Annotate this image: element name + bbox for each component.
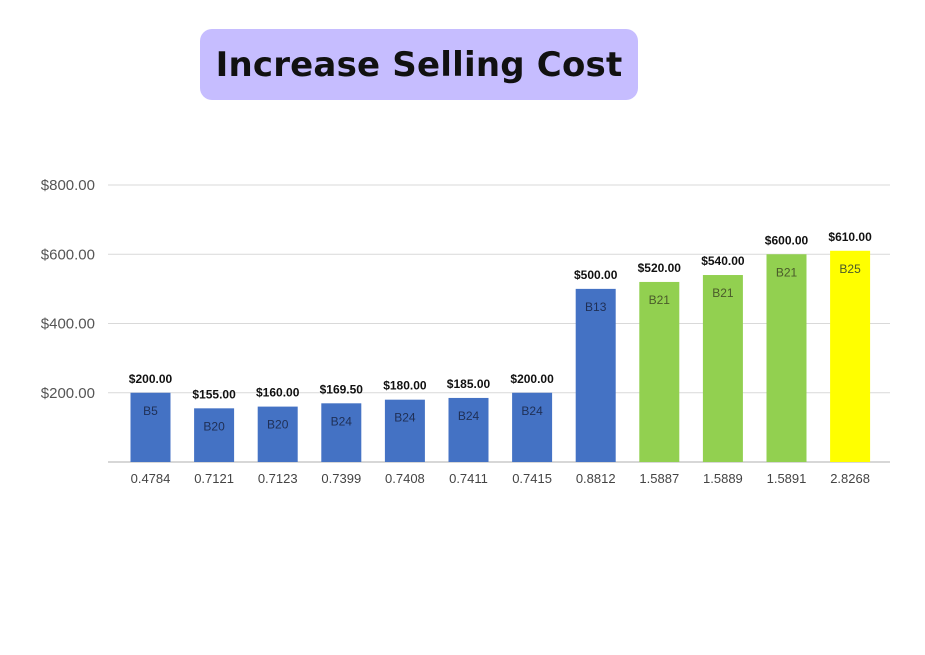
bar [384, 399, 425, 462]
bar [575, 288, 616, 462]
x-tick-label: 0.7415 [512, 471, 552, 486]
page-title: Increase Selling Cost [215, 44, 623, 85]
bar [130, 392, 171, 462]
bar [257, 406, 298, 462]
x-tick-label: 0.4784 [131, 471, 171, 486]
x-tick-label: 0.7411 [449, 471, 488, 486]
x-tick-label: 2.8268 [830, 471, 870, 486]
data-value-label: $600.00 [765, 233, 809, 247]
bar-inner-label: B20 [267, 418, 289, 432]
data-value-label: $155.00 [192, 387, 236, 401]
bar-inner-label: B25 [839, 262, 861, 276]
data-value-label: $169.50 [320, 382, 364, 396]
bar-inner-label: B13 [585, 300, 607, 314]
data-value-label: $200.00 [129, 372, 173, 386]
data-value-label: $185.00 [447, 377, 491, 391]
bar [639, 281, 680, 462]
data-value-label: $200.00 [510, 372, 554, 386]
title-banner: Increase Selling Cost [200, 29, 638, 100]
x-tick-label: 0.7399 [321, 471, 361, 486]
x-tick-label: 0.7121 [194, 471, 234, 486]
bar [702, 275, 743, 462]
bar-inner-label: B21 [776, 265, 798, 279]
data-value-label: $540.00 [701, 254, 745, 268]
data-value-label: $160.00 [256, 386, 300, 400]
y-tick-label: $600.00 [41, 246, 95, 263]
bar-inner-label: B24 [458, 409, 480, 423]
x-tick-label: 1.5891 [767, 471, 807, 486]
bar [512, 392, 553, 462]
data-value-label: $610.00 [828, 230, 872, 244]
y-tick-label: $200.00 [41, 385, 95, 402]
bar [194, 408, 235, 462]
bar-inner-label: B24 [521, 404, 543, 418]
x-tick-label: 0.7123 [258, 471, 298, 486]
bar [766, 254, 807, 462]
data-value-label: $500.00 [574, 268, 618, 282]
bar-inner-label: B24 [394, 411, 416, 425]
y-tick-label: $800.00 [41, 177, 95, 194]
x-tick-label: 0.8812 [576, 471, 616, 486]
bar-inner-label: B5 [143, 404, 158, 418]
y-tick-label: $400.00 [41, 316, 95, 333]
bar-inner-label: B20 [203, 419, 225, 433]
bar-inner-label: B24 [331, 414, 353, 428]
data-value-label: $520.00 [638, 261, 682, 275]
bar-inner-label: B21 [649, 293, 671, 307]
data-value-label: $180.00 [383, 379, 427, 393]
x-tick-label: 1.5887 [639, 471, 679, 486]
bar [830, 250, 871, 462]
bar [448, 397, 489, 462]
bar-inner-label: B21 [712, 286, 734, 300]
x-tick-label: 1.5889 [703, 471, 743, 486]
bar [321, 403, 362, 462]
x-tick-label: 0.7408 [385, 471, 425, 486]
